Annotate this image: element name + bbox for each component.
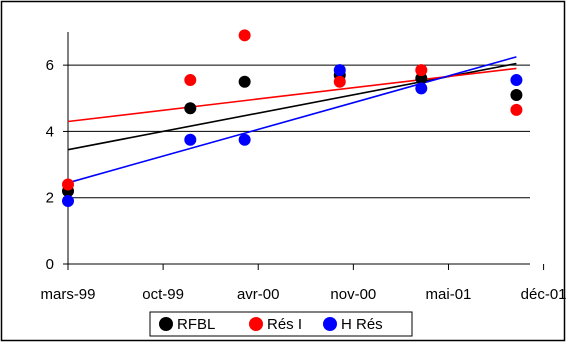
point-rfbl <box>510 88 523 101</box>
point-r-s-i <box>238 29 251 42</box>
point-h-r-s <box>415 82 428 95</box>
x-tick-label: déc-01 <box>521 286 566 303</box>
point-r-s-i <box>62 178 74 191</box>
point-h-r-s <box>184 133 197 146</box>
point-rfbl <box>415 72 428 85</box>
y-tick-label: 6 <box>46 57 54 74</box>
point-r-s-i <box>510 103 523 116</box>
point-rfbl <box>184 102 197 115</box>
legend-label: H Rés <box>341 316 383 333</box>
data-points <box>62 29 523 208</box>
point-h-r-s <box>333 64 346 77</box>
point-rfbl <box>238 75 251 88</box>
x-tick-label: oct-99 <box>142 286 184 303</box>
legend-marker <box>323 317 337 331</box>
legend-box <box>149 311 413 337</box>
legend: RFBL Rés I H Rés <box>149 311 413 337</box>
point-r-s-i <box>333 75 346 88</box>
x-tick-label: nov-00 <box>330 286 376 303</box>
point-r-s-i <box>184 74 197 87</box>
y-tick-label: 0 <box>46 256 54 273</box>
grid-lines <box>68 64 530 199</box>
point-r-s-i <box>415 64 428 77</box>
tick-labels: 0 2 4 6 mars-99 oct-99 avr-00 nov-00 mai-01 déc-0… <box>40 57 566 303</box>
legend-label: RFBL <box>177 316 215 333</box>
y-tick-label: 2 <box>46 190 54 207</box>
trendlines <box>67 56 517 184</box>
trendline-h-r-s <box>67 56 517 184</box>
legend-marker <box>249 317 263 331</box>
legend-label: Rés I <box>267 316 302 333</box>
y-tick-label: 4 <box>46 123 54 140</box>
point-h-r-s <box>62 195 74 208</box>
point-h-r-s <box>510 74 523 87</box>
x-tick-label: mars-99 <box>40 286 95 303</box>
x-tick-label: avr-00 <box>237 286 280 303</box>
legend-marker <box>159 317 173 331</box>
point-h-r-s <box>238 133 251 146</box>
x-tick-label: mai-01 <box>426 286 472 303</box>
